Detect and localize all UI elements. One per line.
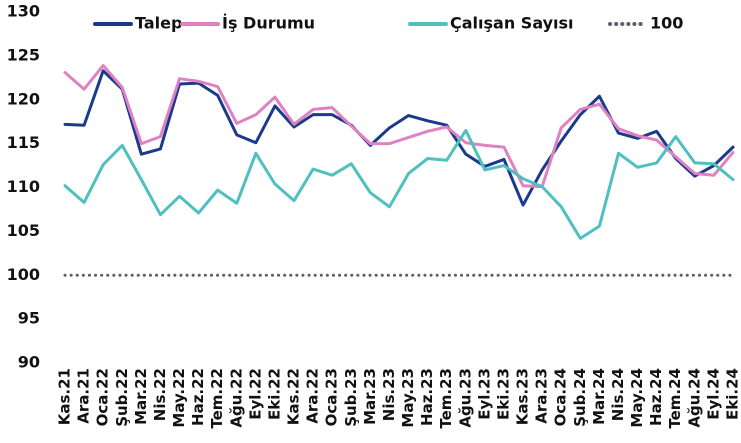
x-tick-label: Eyl.24 <box>704 368 722 420</box>
y-tick-label: 105 <box>7 221 40 240</box>
x-tick-label: Tem.24 <box>666 368 684 429</box>
x-tick-label: Eki.24 <box>724 368 741 420</box>
x-tick-label: Eyl.22 <box>246 368 264 420</box>
x-tick-label: Nis.24 <box>609 368 627 421</box>
x-tick-label: Nis.22 <box>151 368 169 421</box>
x-tick-label: Oca.23 <box>323 368 341 426</box>
legend-label: İş Durumu <box>222 14 315 33</box>
x-tick-label: Haz.22 <box>189 368 207 426</box>
x-tick-label: May.22 <box>170 368 188 428</box>
x-tick-label: Şub.23 <box>342 368 360 427</box>
x-tick-label: Şub.24 <box>571 368 589 427</box>
x-tick-label: Kas.22 <box>285 368 303 425</box>
y-tick-label: 95 <box>18 309 40 328</box>
x-tick-label: Şub.22 <box>113 368 131 427</box>
x-tick-label: Eyl.23 <box>475 368 493 420</box>
y-tick-label: 90 <box>18 353 40 372</box>
y-tick-label: 130 <box>7 2 40 21</box>
legend-label: Çalışan Sayısı <box>450 14 574 33</box>
x-tick-label: Ara.22 <box>304 368 322 424</box>
x-tick-label: Mar.22 <box>132 368 150 425</box>
x-tick-label: Oca.24 <box>552 368 570 426</box>
x-tick-label: May.23 <box>399 368 417 428</box>
x-tick-label: Haz.24 <box>647 368 665 426</box>
y-tick-label: 115 <box>7 133 40 152</box>
x-tick-label: Tem.23 <box>437 368 455 429</box>
series-line <box>63 64 735 189</box>
x-tick-label: Nis.23 <box>380 368 398 421</box>
y-tick-label: 110 <box>7 177 40 196</box>
legend-item: Çalışan Sayısı <box>408 14 574 33</box>
x-tick-label: Kas.23 <box>514 368 532 425</box>
x-tick-label: Mar.24 <box>590 368 608 425</box>
x-tick-label: Eki.23 <box>494 368 512 420</box>
x-tick-label: Ağu.23 <box>456 368 474 428</box>
x-tick-label: Kas.21 <box>56 368 74 425</box>
y-tick-label: 125 <box>7 45 40 64</box>
y-tick-label: 100 <box>7 265 40 284</box>
x-tick-label: Ağu.24 <box>685 368 703 428</box>
x-tick-label: Ara.23 <box>533 368 551 424</box>
x-tick-label: Tem.22 <box>208 368 226 429</box>
series-line <box>63 69 735 207</box>
x-tick-label: Ara.21 <box>75 368 93 424</box>
x-tick-label: Mar.23 <box>361 368 379 425</box>
x-tick-label: Haz.23 <box>418 368 436 426</box>
y-tick-label: 120 <box>7 89 40 108</box>
legend-item: İş Durumu <box>180 14 315 33</box>
series-line <box>63 128 735 240</box>
legend-label: 100 <box>650 14 683 33</box>
x-tick-label: May.24 <box>628 368 646 428</box>
legend-item: 100 <box>608 14 683 33</box>
x-tick-label: Ağu.22 <box>227 368 245 428</box>
x-tick-label: Eki.22 <box>265 368 283 420</box>
x-tick-label: Oca.22 <box>94 368 112 426</box>
legend-item: Talep <box>93 14 182 33</box>
legend-label: Talep <box>135 14 182 33</box>
